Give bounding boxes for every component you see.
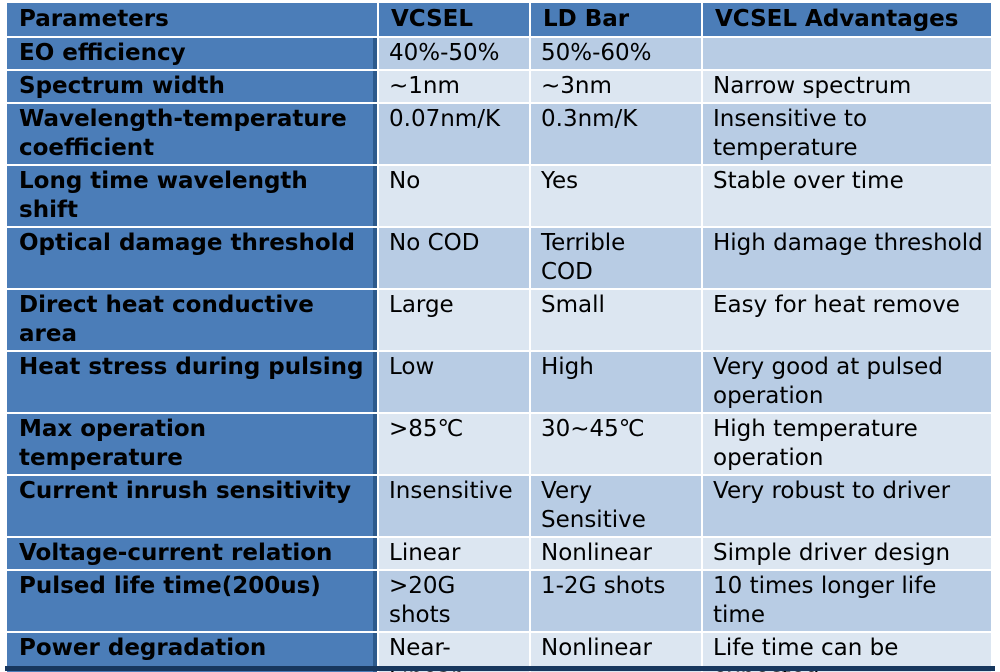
table-row: Wavelength-temperature coefficient 0.07n… — [7, 104, 991, 164]
param-cell: EO efficiency — [7, 38, 377, 69]
table-row: Max operation temperature >85℃ 30~45℃ Hi… — [7, 414, 991, 474]
ldbar-cell: Yes — [531, 166, 701, 226]
vcsel-cell: Linear — [379, 538, 529, 569]
ldbar-cell: ~3nm — [531, 71, 701, 102]
param-cell: Heat stress during pulsing — [7, 352, 377, 412]
column-header-vcsel: VCSEL — [379, 3, 529, 36]
advantage-cell: High temperature operation — [703, 414, 991, 474]
param-cell: Optical damage threshold — [7, 228, 377, 288]
table-row: Optical damage threshold No COD Terrible… — [7, 228, 991, 288]
ldbar-cell: 50%-60% — [531, 38, 701, 69]
ldbar-cell: Nonlinear — [531, 538, 701, 569]
table-row: Spectrum width ~1nm ~3nm Narrow spectrum — [7, 71, 991, 102]
table-row: Long time wavelength shift No Yes Stable… — [7, 166, 991, 226]
vcsel-cell: ~1nm — [379, 71, 529, 102]
advantage-cell: Easy for heat remove — [703, 290, 991, 350]
advantage-cell: High damage threshold — [703, 228, 991, 288]
advantage-cell: Simple driver design — [703, 538, 991, 569]
param-cell: Voltage-current relation — [7, 538, 377, 569]
param-cell: Max operation temperature — [7, 414, 377, 474]
ldbar-cell: Small — [531, 290, 701, 350]
ldbar-cell: 30~45℃ — [531, 414, 701, 474]
table-row: EO efficiency 40%-50% 50%-60% — [7, 38, 991, 69]
param-cell: Spectrum width — [7, 71, 377, 102]
table-row: Heat stress during pulsing Low High Very… — [7, 352, 991, 412]
advantage-cell: Life time can be expected — [703, 633, 991, 672]
advantage-cell: Insensitive to temperature — [703, 104, 991, 164]
table-row: Direct heat conductive area Large Small … — [7, 290, 991, 350]
vcsel-cell: Large — [379, 290, 529, 350]
table-row: Pulsed life time(200us) >20G shots 1-2G … — [7, 571, 991, 631]
vcsel-cell: 40%-50% — [379, 38, 529, 69]
vcsel-cell: 0.07nm/K — [379, 104, 529, 164]
param-cell: Long time wavelength shift — [7, 166, 377, 226]
vcsel-cell: Low — [379, 352, 529, 412]
vcsel-cell: >20G shots — [379, 571, 529, 631]
vcsel-cell: >85℃ — [379, 414, 529, 474]
param-cell: Pulsed life time(200us) — [7, 571, 377, 631]
ldbar-cell: Very Sensitive — [531, 476, 701, 536]
ldbar-cell: High — [531, 352, 701, 412]
param-cell: Direct heat conductive area — [7, 290, 377, 350]
table-bottom-border — [5, 666, 995, 671]
ldbar-cell: 1-2G shots — [531, 571, 701, 631]
table-row: Current inrush sensitivity Insensitive V… — [7, 476, 991, 536]
vcsel-cell: Near- Linear — [379, 633, 529, 672]
header-row: Parameters VCSEL LD Bar VCSEL Advantages — [7, 3, 991, 36]
advantage-cell: Very good at pulsed operation — [703, 352, 991, 412]
advantage-cell: Very robust to driver — [703, 476, 991, 536]
ldbar-cell: Terrible COD — [531, 228, 701, 288]
ldbar-cell: 0.3nm/K — [531, 104, 701, 164]
vcsel-cell: No — [379, 166, 529, 226]
vcsel-cell: Insensitive — [379, 476, 529, 536]
table-row: Power degradation Near- Linear Nonlinear… — [7, 633, 991, 672]
vcsel-cell: No COD — [379, 228, 529, 288]
table-row: Voltage-current relation Linear Nonlinea… — [7, 538, 991, 569]
param-cell: Power degradation — [7, 633, 377, 672]
param-cell: Wavelength-temperature coefficient — [7, 104, 377, 164]
column-header-vcsel-advantages: VCSEL Advantages — [703, 3, 991, 36]
column-header-parameters: Parameters — [7, 3, 377, 36]
advantage-cell: 10 times longer life time — [703, 571, 991, 631]
advantage-cell: Narrow spectrum — [703, 71, 991, 102]
advantage-cell — [703, 38, 991, 69]
comparison-table: Parameters VCSEL LD Bar VCSEL Advantages… — [5, 1, 993, 672]
advantage-cell: Stable over time — [703, 166, 991, 226]
column-header-ld-bar: LD Bar — [531, 3, 701, 36]
ldbar-cell: Nonlinear — [531, 633, 701, 672]
param-cell: Current inrush sensitivity — [7, 476, 377, 536]
